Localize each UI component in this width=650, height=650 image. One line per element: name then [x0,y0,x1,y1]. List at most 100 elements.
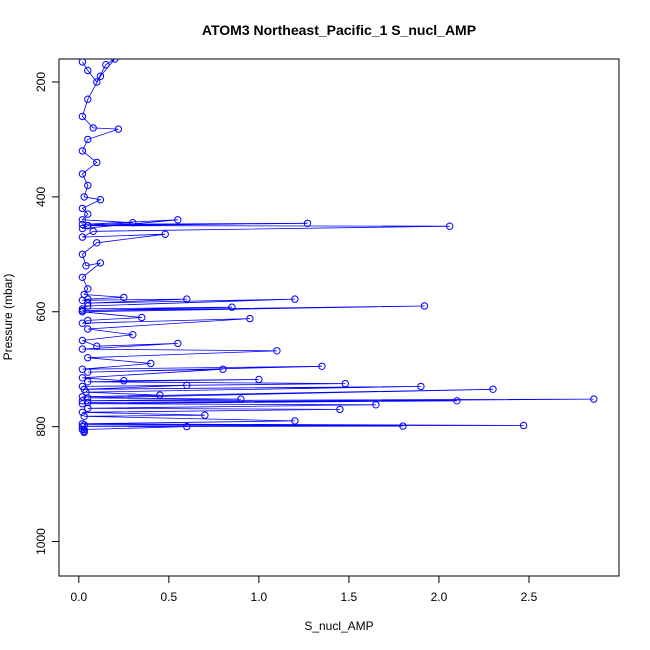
data-point [93,239,101,247]
data-point [114,125,123,133]
data-point [84,210,92,218]
data-point [78,336,87,345]
data-point [273,347,281,355]
x-axis: 0.0 0.5 1.0 1.5 2.0 2.5 [70,575,538,604]
x-tick-label: 2.0 [431,590,448,604]
x-tick-label: 1.0 [251,590,268,604]
data-point [111,59,119,63]
data-point [303,219,312,228]
data-point [84,285,92,293]
data-point [93,158,101,167]
data-point [78,273,87,281]
data-point [336,405,344,414]
data-point [84,354,92,362]
data-point [78,408,87,416]
data-point [78,393,87,401]
data-point [420,302,429,310]
data-point [161,230,169,238]
data-point [120,377,128,385]
data-point [78,170,87,178]
data-point [78,220,87,229]
data-point [201,411,209,419]
data-point [78,112,87,121]
y-axis: 200 400 600 800 1000 [34,72,60,555]
data-point [174,216,182,224]
data-point [291,295,299,303]
data-point [84,325,92,333]
x-axis-title: S_nucl_AMP [304,619,373,633]
y-tick-label: 800 [34,416,48,436]
data-point [78,59,87,66]
data-point [102,60,110,69]
data-point [78,147,87,155]
data-point [341,379,349,388]
x-tick-label: 0.0 [70,590,87,604]
data-point [84,368,92,376]
data-point [80,412,88,420]
data-point [489,385,497,393]
data-point [183,295,191,303]
data-point [84,299,92,307]
y-tick-label: 1000 [34,528,48,555]
data-point [78,397,87,405]
data-point [453,397,461,405]
data-point [246,314,254,323]
data-point [84,181,92,190]
data-point [78,233,87,241]
plot-area [78,59,598,437]
data-point [78,308,87,316]
data-point [399,422,407,430]
data-point [78,204,87,213]
data-point [78,374,87,382]
data-point [183,422,191,431]
data-point [84,135,92,144]
data-point [93,78,101,86]
data-point [129,331,137,339]
data-point [590,395,598,403]
data-point [78,400,87,408]
data-point [446,222,454,230]
y-tick-label: 200 [34,72,48,92]
data-point [80,427,88,435]
data-point [89,227,97,236]
data-point [228,303,236,311]
data-point [84,378,92,386]
data-point [78,319,87,327]
data-point [84,398,92,407]
data-point [84,66,92,75]
data-point [372,401,380,409]
data-point [147,359,155,368]
data-point [84,404,92,412]
data-point [96,72,105,80]
data-point [78,250,87,259]
data-point [237,395,245,403]
data-point [219,365,227,373]
x-tick-label: 1.5 [341,590,358,604]
data-point [84,221,92,230]
data-point [120,293,128,302]
plot-frame [58,58,620,577]
data-point [255,375,263,384]
x-tick-label: 0.5 [160,590,177,604]
chart-title: ATOM3 Northeast_Pacific_1 S_nucl_AMP [202,22,476,38]
data-point [318,362,326,370]
data-point [183,381,191,389]
data-point [96,196,105,204]
data-point [78,216,87,224]
data-point [519,421,528,430]
data-point [82,262,90,270]
series-line [81,59,594,434]
data-point [129,219,137,227]
data-point [291,417,299,425]
data-point [96,259,105,267]
data-point [417,382,425,391]
data-point [89,124,97,132]
y-axis-title: Pressure (mbar) [1,274,15,361]
y-tick-label: 400 [34,187,48,207]
data-point [93,342,101,350]
data-point [84,95,92,103]
data-point [78,345,87,353]
data-point [78,425,87,434]
y-tick-label: 600 [34,301,48,321]
